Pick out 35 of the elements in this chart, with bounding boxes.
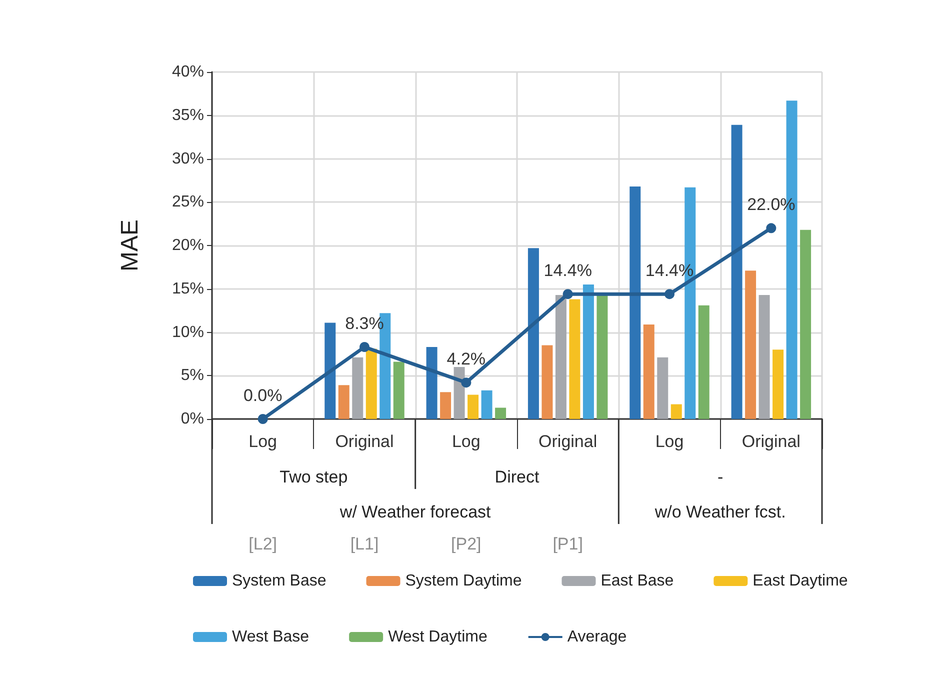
data-label: 0.0% xyxy=(243,386,282,405)
data-label: 4.2% xyxy=(446,350,486,369)
text: [L2] xyxy=(248,534,278,554)
y-tick-label: 40% xyxy=(172,64,204,80)
y-axis-title: MAE xyxy=(116,219,144,272)
legend-label: East Base xyxy=(600,572,674,590)
legend-label: West Base xyxy=(232,628,310,646)
y-tick-label: 0% xyxy=(180,410,204,428)
y-tick-label: 15% xyxy=(172,280,204,298)
legend-label: West Daytime xyxy=(388,628,488,646)
legend-label: Average xyxy=(567,628,627,646)
text: w/o Weather fcst. xyxy=(654,502,786,522)
y-tick-label: 10% xyxy=(172,324,204,341)
x-tick-label: Original xyxy=(335,432,394,451)
text: Direct xyxy=(494,468,540,486)
x-tick-label: Log xyxy=(452,432,480,451)
y-tick-label: 30% xyxy=(172,150,204,168)
y-tick-label: 35% xyxy=(172,106,204,124)
x-tick-label: Original xyxy=(538,432,598,451)
text: [L1] xyxy=(350,534,379,554)
text: Two step xyxy=(280,468,348,486)
y-tick-label: 25% xyxy=(172,194,204,211)
legend-label: System Base xyxy=(232,572,326,590)
text: - xyxy=(717,468,724,486)
legend-label: System Daytime xyxy=(405,572,522,590)
x-tick-label: Log xyxy=(655,432,684,451)
y-tick-label: 20% xyxy=(172,237,204,254)
x-tick-label: Original xyxy=(742,432,800,451)
data-label: 14.4% xyxy=(544,261,592,280)
y-tick-label: 5% xyxy=(180,367,204,384)
text: w/ Weather forecast xyxy=(338,502,492,522)
text: [P2] xyxy=(451,534,482,554)
text: [P1] xyxy=(552,534,583,554)
x-tick-label: Log xyxy=(248,432,278,451)
legend-label: East Daytime xyxy=(752,572,848,590)
